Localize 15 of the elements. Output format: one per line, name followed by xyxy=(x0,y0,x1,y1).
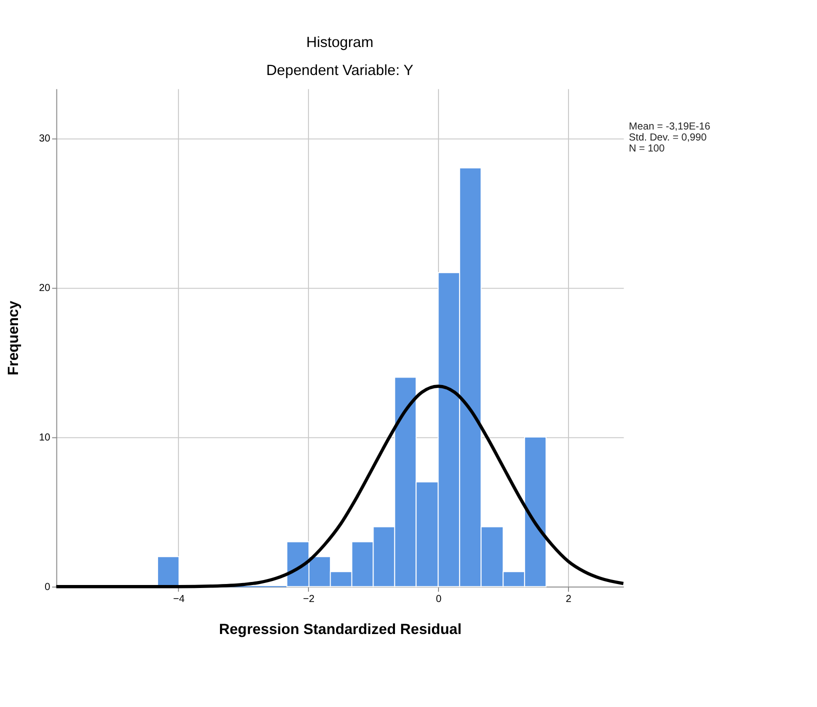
y-tick-label: 20 xyxy=(38,282,51,294)
y-tick-label: 30 xyxy=(38,133,51,144)
x-tick-label: 0 xyxy=(436,594,442,605)
chart-title: Histogram xyxy=(306,35,374,52)
y-tick-label: 0 xyxy=(44,582,51,593)
y-tick-label: 10 xyxy=(38,432,51,444)
x-tick-label: −4 xyxy=(173,594,185,605)
text: Mean = -3,19E-16 xyxy=(628,121,711,132)
x-axis-title: Regression Standardized Residual xyxy=(218,622,462,638)
text: Std. Dev. = 0,990 xyxy=(628,132,708,144)
chart-subtitle: Dependent Variable: Y xyxy=(266,62,414,79)
x-tick-label: −2 xyxy=(302,594,315,605)
x-tick-label: 2 xyxy=(566,594,572,605)
text: N = 100 xyxy=(628,143,665,154)
y-axis-title: Frequency xyxy=(6,300,22,376)
